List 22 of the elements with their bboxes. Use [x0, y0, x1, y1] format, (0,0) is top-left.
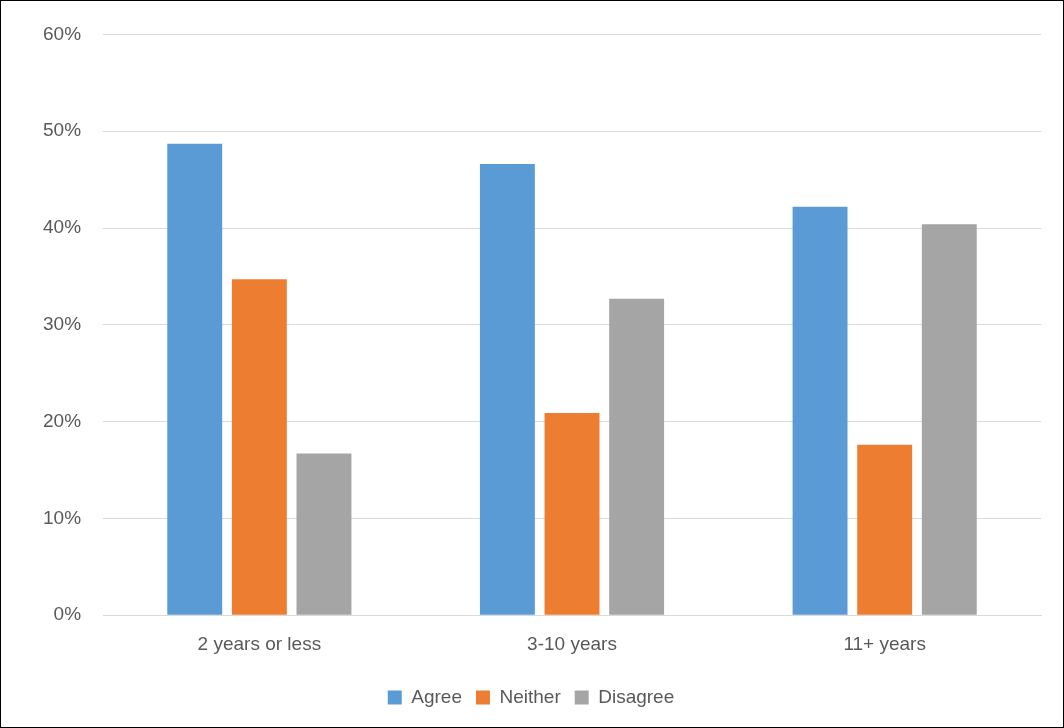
- bar: [231, 279, 287, 615]
- y-tick-label: 0%: [53, 603, 82, 625]
- legend-label: Disagree: [598, 685, 675, 707]
- x-tick-label: 11+ years: [843, 632, 926, 654]
- bar: [479, 164, 535, 615]
- bar: [857, 444, 913, 615]
- bar: [296, 453, 352, 615]
- y-tick-label: 30%: [43, 313, 82, 335]
- bar: [921, 224, 977, 615]
- bar: [609, 298, 665, 615]
- y-tick-label: 50%: [43, 119, 82, 141]
- legend-label: Agree: [411, 685, 462, 707]
- y-tick-label: 40%: [43, 216, 82, 238]
- bar: [544, 412, 600, 615]
- y-tick-label: 10%: [43, 506, 82, 528]
- y-tick-label: 20%: [43, 409, 82, 431]
- bar: [167, 143, 223, 615]
- x-tick-label: 2 years or less: [197, 632, 322, 654]
- legend-label: Neither: [499, 685, 562, 707]
- x-tick-label: 3-10 years: [527, 632, 617, 654]
- bar: [792, 206, 848, 615]
- y-tick-label: 60%: [43, 22, 82, 44]
